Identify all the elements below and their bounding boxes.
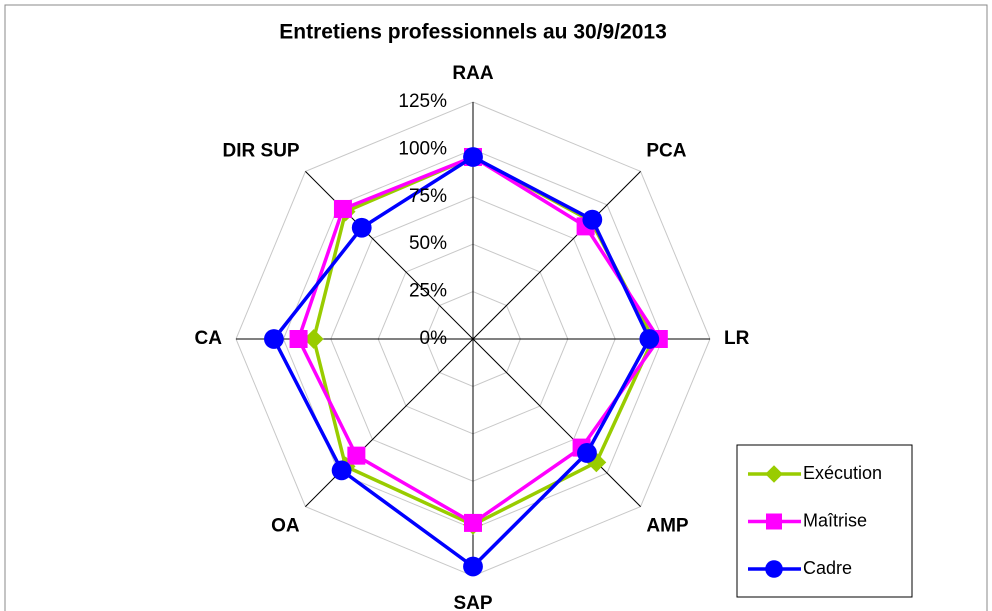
y-tick-label: 100% — [398, 138, 447, 159]
spoke — [472, 338, 641, 507]
spoke — [472, 171, 641, 340]
marker — [331, 460, 352, 481]
y-tick-label: 125% — [398, 91, 447, 112]
chart-title: Entretiens professionnels au 30/9/2013 — [279, 21, 667, 44]
marker — [577, 443, 597, 463]
spoke — [305, 171, 474, 340]
marker — [351, 217, 372, 238]
y-tick-label: 50% — [409, 233, 447, 254]
marker — [765, 560, 783, 578]
legend-label: Maîtrise — [803, 510, 867, 530]
marker — [264, 329, 284, 349]
marker — [347, 446, 366, 465]
marker — [463, 556, 483, 577]
marker — [766, 513, 782, 530]
axis-label: SAP — [453, 593, 492, 611]
spoke — [305, 338, 474, 507]
legend-label: Cadre — [803, 558, 852, 578]
y-tick-label: 75% — [409, 186, 447, 207]
marker — [464, 513, 482, 532]
legend-label: Exécution — [803, 463, 882, 483]
marker — [333, 199, 352, 218]
axis-label: DIR SUP — [223, 141, 300, 162]
marker — [463, 147, 483, 167]
marker — [639, 329, 660, 349]
axis-label: LR — [724, 328, 750, 349]
marker — [289, 330, 308, 348]
axis-label: PCA — [646, 141, 686, 162]
axis-label: OA — [271, 515, 300, 536]
axis-label: AMP — [646, 515, 689, 536]
axis-label: CA — [195, 328, 223, 349]
marker — [765, 465, 783, 483]
axis-label: RAA — [452, 63, 493, 84]
marker — [303, 329, 324, 349]
marker — [582, 209, 603, 230]
y-tick-label: 25% — [409, 281, 447, 302]
y-tick-label: 0% — [420, 328, 448, 349]
